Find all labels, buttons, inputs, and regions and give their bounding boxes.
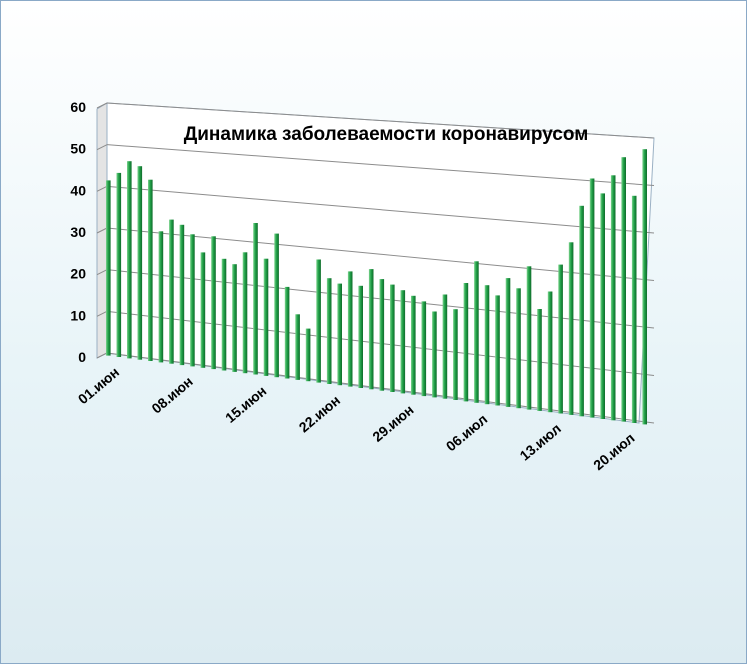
bar (242, 252, 248, 374)
x-tick-label: 29.июн (369, 401, 416, 444)
gridline-side (96, 269, 108, 276)
bar (400, 290, 406, 394)
bar (200, 252, 206, 368)
bar (263, 258, 269, 376)
bar (442, 294, 448, 399)
bar (589, 178, 595, 418)
bar (547, 291, 553, 413)
bar (453, 309, 458, 400)
x-tick-label: 15.июн (222, 383, 269, 426)
bar (284, 286, 290, 379)
y-tick-label: 10 (70, 307, 86, 323)
bar (411, 295, 416, 395)
bar (295, 314, 300, 380)
y-tick-label: 40 (70, 182, 86, 198)
bar (390, 284, 395, 392)
bar (505, 278, 511, 407)
bar (558, 264, 563, 414)
bar (190, 234, 195, 367)
bar (274, 233, 279, 378)
bar (579, 205, 584, 417)
bar (221, 258, 227, 371)
gridline-side (96, 185, 108, 192)
bar (253, 223, 258, 375)
bar (158, 231, 164, 363)
gridline (106, 102, 655, 139)
bar (484, 285, 490, 405)
bar-series (106, 149, 647, 425)
y-tick-label: 20 (70, 266, 86, 282)
y-tick-label: 50 (70, 141, 86, 157)
gridline (106, 185, 655, 234)
bar (642, 149, 647, 425)
bar (474, 261, 479, 403)
x-tick-label: 01.июн (75, 364, 122, 407)
bar (495, 295, 500, 406)
bar (137, 166, 143, 360)
bar (305, 328, 311, 382)
bar (232, 264, 237, 372)
gridline-side (96, 227, 108, 234)
bar (116, 172, 122, 357)
x-tick-label: 08.июн (148, 373, 195, 416)
bar (211, 236, 216, 370)
bar (621, 157, 626, 422)
gridline-side (96, 102, 108, 109)
bar (316, 259, 321, 383)
gridline-side (96, 352, 108, 359)
x-tick-label: 13.июл (517, 420, 564, 463)
bar (169, 219, 174, 364)
y-tick-label: 30 (70, 224, 86, 240)
bar (631, 195, 637, 423)
bar (526, 266, 532, 410)
bar (421, 301, 427, 397)
y-axis-ticks: 0 10 20 30 40 50 60 (70, 99, 86, 365)
bar (610, 175, 616, 421)
chart-title: Динамика заболеваемости коронавирусом (184, 124, 589, 145)
x-tick-label: 06.июл (443, 411, 490, 454)
bar (326, 278, 332, 384)
bar (148, 179, 153, 361)
bar (600, 193, 605, 419)
gridline (106, 144, 655, 186)
bar (337, 283, 342, 386)
bar (179, 224, 185, 366)
x-tick-label: 22.июн (296, 392, 343, 435)
bar (347, 271, 353, 387)
bar (516, 288, 521, 409)
bar (358, 285, 363, 388)
bar (432, 311, 437, 398)
bar (568, 242, 574, 415)
bar (463, 283, 469, 402)
bar (368, 269, 374, 390)
bar (379, 279, 385, 391)
x-tick-label: 20.июл (590, 430, 637, 473)
bar (537, 309, 542, 411)
y-tick-label: 60 (70, 99, 86, 115)
bar (106, 180, 111, 356)
gridline-side (96, 310, 108, 317)
gridline-side (96, 144, 108, 151)
y-tick-label: 0 (78, 349, 86, 365)
bar (127, 161, 132, 359)
